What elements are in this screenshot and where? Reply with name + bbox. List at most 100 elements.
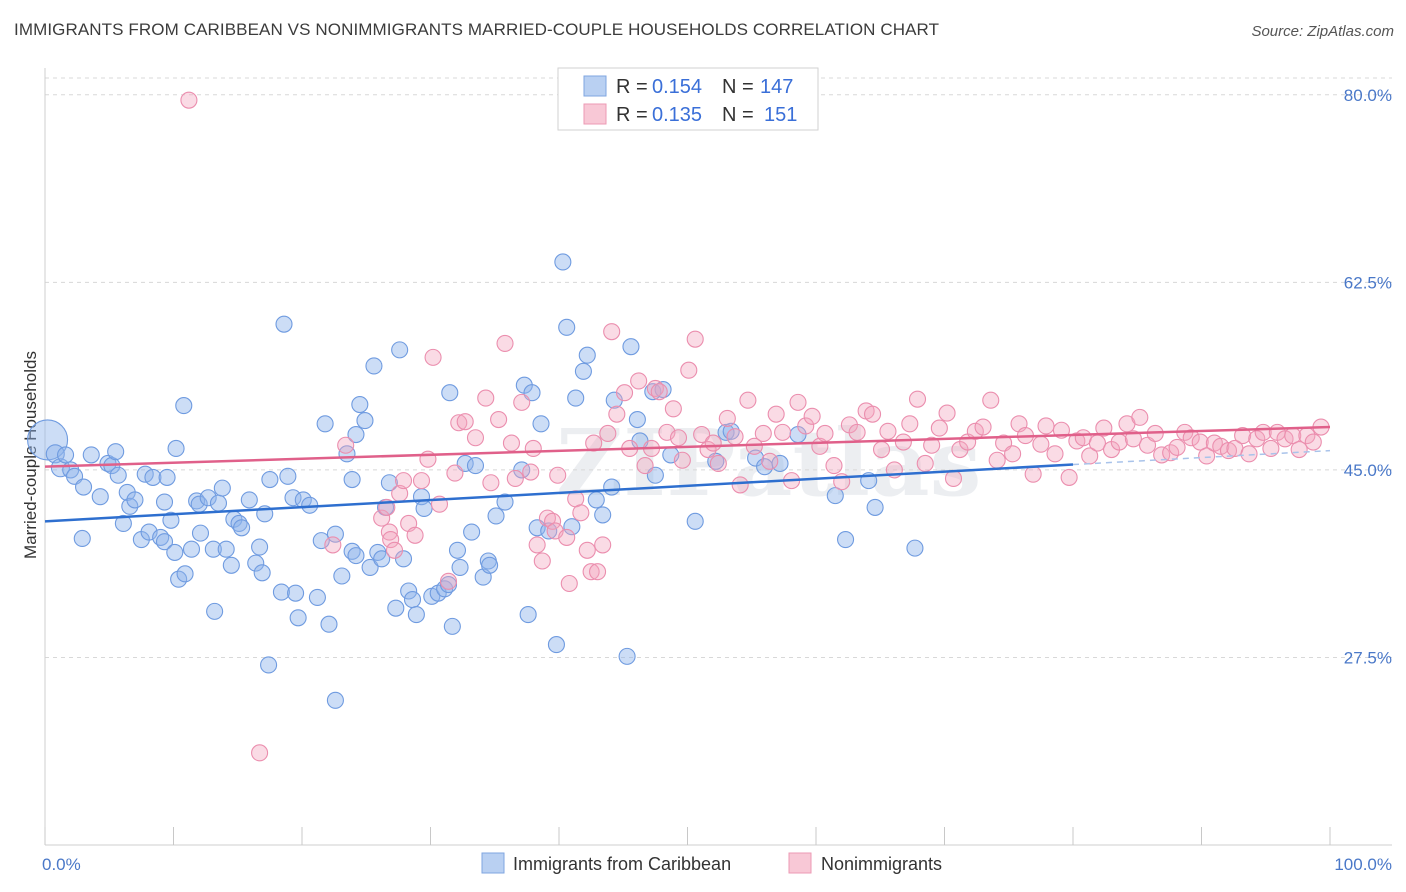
point-nonimmigrants	[1110, 433, 1128, 451]
y-tick-label: 27.5%	[1344, 648, 1392, 667]
point-nonimmigrants	[1024, 465, 1042, 483]
point-caribbean	[333, 567, 351, 585]
point-nonimmigrants	[879, 422, 897, 440]
point-caribbean	[403, 591, 422, 609]
point-nonimmigrants	[863, 405, 882, 423]
point-caribbean	[628, 410, 646, 429]
point-caribbean	[287, 584, 305, 602]
point-caribbean	[496, 493, 514, 511]
point-caribbean	[563, 518, 581, 536]
point-caribbean	[540, 522, 558, 540]
point-nonimmigrants	[1234, 427, 1252, 445]
stats-n-label-1: N =	[722, 76, 754, 98]
point-nonimmigrants	[528, 536, 546, 554]
legend-swatch-nonimmigrants	[788, 852, 812, 874]
point-caribbean	[206, 602, 224, 620]
stats-swatch-pink	[583, 103, 607, 125]
point-caribbean	[158, 468, 176, 486]
point-nonimmigrants	[1124, 430, 1142, 448]
grid-lines	[45, 77, 1392, 658]
point-caribbean	[308, 588, 326, 606]
point-caribbean	[251, 538, 269, 556]
point-nonimmigrants	[373, 509, 391, 527]
point-caribbean	[253, 564, 271, 582]
legend: Immigrants from Caribbean Nonimmigrants	[481, 852, 942, 874]
point-nonimmigrants	[382, 531, 400, 549]
point-nonimmigrants	[803, 407, 821, 425]
y-tick-label: 45.0%	[1344, 461, 1392, 480]
point-caribbean	[114, 514, 132, 533]
point-caribbean	[717, 423, 735, 441]
point-caribbean	[400, 582, 418, 600]
legend-label-nonimmigrants: Nonimmigrants	[821, 854, 942, 874]
point-caribbean	[107, 443, 125, 461]
point-nonimmigrants	[424, 348, 442, 366]
x-tick-label-min: 0.0%	[42, 855, 81, 874]
trend-lines	[44, 425, 1331, 523]
point-caribbean	[347, 547, 365, 565]
point-nonimmigrants	[1212, 437, 1230, 455]
point-nonimmigrants	[615, 384, 634, 402]
stats-r-label-1: R =	[616, 76, 648, 98]
point-caribbean	[217, 540, 235, 558]
point-caribbean	[199, 489, 217, 507]
point-nonimmigrants	[538, 509, 556, 527]
point-caribbean	[284, 489, 302, 507]
point-caribbean	[487, 507, 505, 525]
point-nonimmigrants	[450, 414, 468, 432]
point-nonimmigrants	[446, 464, 464, 482]
point-nonimmigrants	[704, 434, 722, 452]
x-ticks	[44, 827, 1331, 845]
point-caribbean	[441, 384, 459, 402]
point-nonimmigrants	[848, 423, 866, 441]
point-nonimmigrants	[664, 400, 682, 418]
point-nonimmigrants	[930, 419, 948, 437]
stats-r-value-2: 0.135	[652, 104, 702, 126]
point-caribbean	[578, 346, 596, 364]
point-nonimmigrants	[1240, 445, 1258, 463]
point-nonimmigrants	[1004, 445, 1022, 463]
point-nonimmigrants	[337, 436, 355, 454]
point-nonimmigrants	[251, 744, 269, 762]
point-nonimmigrants	[630, 372, 648, 390]
point-nonimmigrants	[1060, 468, 1078, 486]
point-nonimmigrants	[502, 434, 521, 452]
point-caribbean	[176, 565, 194, 583]
point-caribbean	[247, 554, 265, 572]
chart-title: IMMIGRANTS FROM CARIBBEAN VS NONIMMIGRAN…	[14, 20, 940, 39]
point-caribbean	[351, 395, 369, 414]
point-caribbean	[82, 446, 100, 464]
point-nonimmigrants	[324, 536, 342, 554]
point-caribbean	[275, 315, 293, 333]
point-nonimmigrants	[1131, 408, 1149, 426]
point-caribbean	[191, 524, 210, 542]
point-caribbean	[155, 493, 174, 511]
point-caribbean	[451, 558, 469, 576]
point-caribbean	[347, 425, 365, 444]
point-caribbean	[155, 533, 174, 551]
point-caribbean	[343, 470, 361, 489]
point-caribbean	[272, 583, 290, 601]
point-nonimmigrants	[466, 429, 485, 447]
point-caribbean	[279, 467, 297, 485]
point-caribbean	[574, 362, 592, 380]
point-nonimmigrants	[1168, 438, 1186, 456]
point-caribbean	[554, 253, 572, 271]
point-nonimmigrants	[872, 440, 891, 459]
point-nonimmigrants	[439, 572, 458, 590]
point-nonimmigrants	[774, 423, 792, 441]
source-credit: Source: ZipAtlas.com	[1251, 23, 1394, 40]
point-caribbean	[316, 415, 334, 433]
point-nonimmigrants	[923, 436, 941, 454]
point-caribbean	[204, 540, 222, 558]
point-nonimmigrants	[482, 474, 500, 492]
point-nonimmigrants	[636, 457, 654, 475]
x-tick-label-max: 100.0%	[1334, 855, 1392, 874]
point-nonimmigrants	[588, 563, 607, 581]
point-nonimmigrants	[908, 390, 927, 408]
point-caribbean	[394, 550, 413, 568]
point-caribbean	[407, 606, 425, 624]
point-nonimmigrants	[1088, 434, 1106, 452]
point-caribbean	[567, 389, 585, 407]
point-caribbean	[532, 415, 550, 433]
